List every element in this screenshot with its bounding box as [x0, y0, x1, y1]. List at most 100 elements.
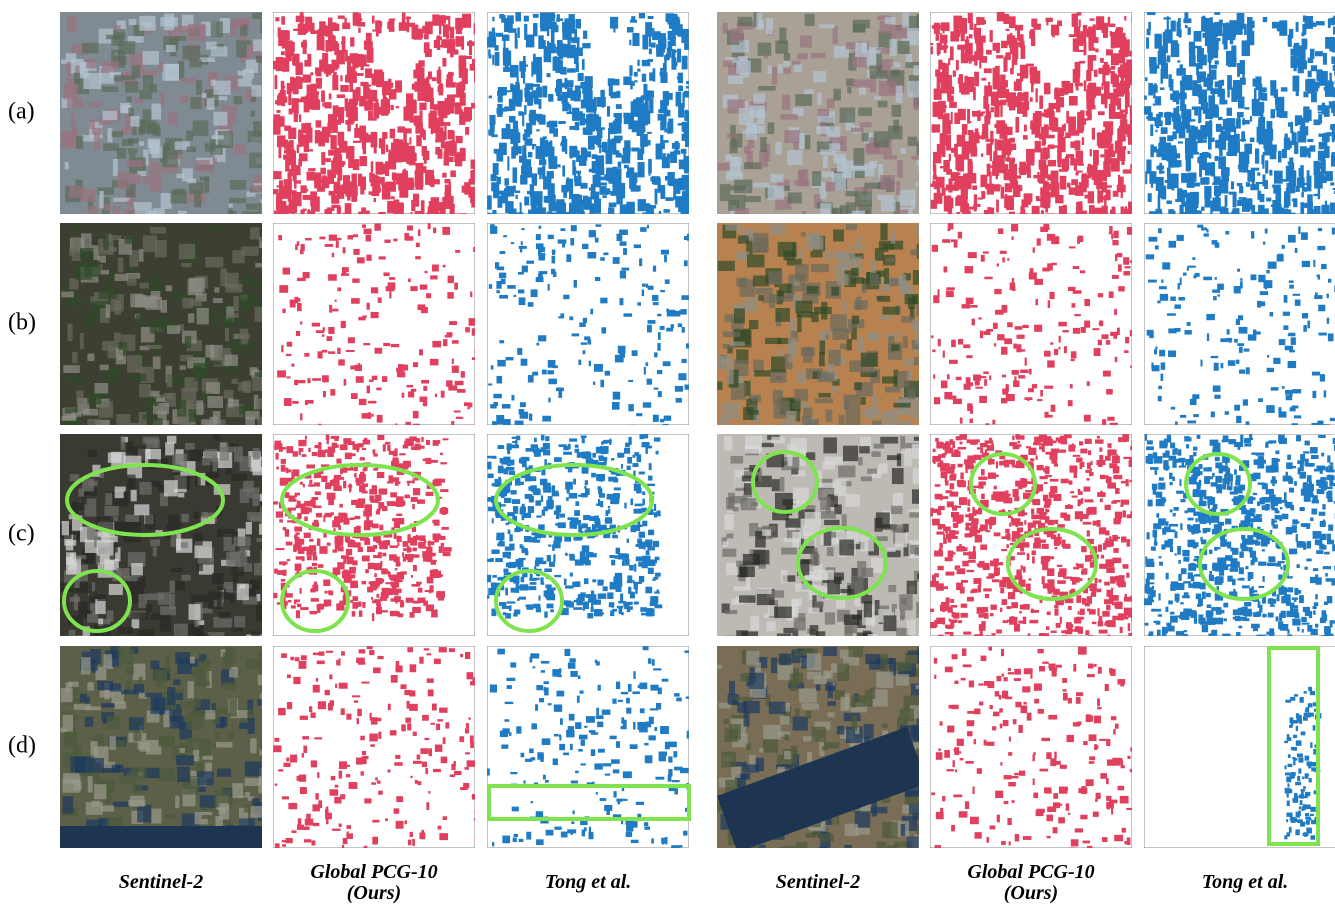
- mask-patch: [423, 386, 427, 391]
- mask-patch: [602, 195, 606, 198]
- mask-patch: [1110, 151, 1115, 157]
- mask-patch: [1155, 347, 1157, 350]
- image-patch: [189, 182, 204, 194]
- figure: (a)(b)(c)(d) Sentinel-2Global PCG-10 (Ou…: [0, 0, 1335, 908]
- image-patch: [259, 237, 268, 248]
- mask-patch: [423, 401, 427, 406]
- mask-patch: [1145, 171, 1147, 184]
- mask-patch: [1294, 142, 1298, 154]
- mask-patch: [957, 135, 966, 147]
- mask-patch: [1303, 91, 1308, 97]
- mask-patch: [1221, 171, 1223, 185]
- mask-patch: [644, 367, 646, 375]
- image-patch: [253, 39, 265, 51]
- mask-patch: [275, 75, 278, 89]
- mask-patch: [526, 261, 534, 264]
- mask-patch: [649, 91, 654, 98]
- mask-patch: [1156, 149, 1163, 157]
- mask-patch: [487, 195, 492, 209]
- mask-patch: [472, 357, 478, 360]
- mask-patch: [524, 167, 532, 178]
- mask-patch: [548, 13, 555, 22]
- mask-patch: [352, 278, 359, 282]
- mask-patch: [664, 110, 671, 117]
- mask-patch: [425, 49, 432, 57]
- mask-patch: [322, 334, 325, 336]
- mask-patch: [580, 183, 587, 189]
- mask-patch: [1331, 56, 1335, 63]
- image-patch: [105, 371, 119, 382]
- image-patch: [234, 144, 246, 153]
- mask-patch: [537, 114, 542, 123]
- mask-patch: [440, 19, 443, 22]
- image-patch: [83, 409, 99, 416]
- mask-patch: [1316, 21, 1325, 25]
- mask-patch: [1068, 287, 1076, 291]
- image-patch: [770, 223, 785, 235]
- image-patch: [247, 342, 255, 347]
- mask-patch: [1084, 120, 1087, 125]
- mask-patch: [1212, 91, 1215, 104]
- mask-patch: [1068, 116, 1076, 132]
- mask-patch: [1110, 31, 1112, 36]
- mask-patch: [503, 235, 507, 237]
- mask-patch: [1195, 201, 1198, 208]
- mask-patch: [538, 61, 541, 64]
- mask-patch: [557, 14, 560, 22]
- mask-patch: [1269, 170, 1272, 176]
- mask-patch: [665, 176, 672, 181]
- image-patch: [730, 342, 745, 346]
- mask-patch: [470, 170, 476, 181]
- mask-patch: [595, 277, 600, 281]
- mask-patch: [404, 128, 412, 133]
- image-patch: [127, 96, 132, 102]
- mask-patch: [1301, 192, 1304, 197]
- mask-patch: [658, 332, 661, 340]
- image-patch: [764, 54, 768, 58]
- mask-patch: [1017, 185, 1022, 191]
- mask-patch: [1292, 389, 1301, 393]
- mask-patch: [1132, 173, 1138, 181]
- mask-patch: [444, 148, 448, 156]
- mask-patch: [372, 16, 375, 24]
- mask-patch: [542, 86, 547, 98]
- mask-patch: [1290, 49, 1293, 55]
- mask-patch: [1010, 181, 1018, 189]
- image-patch: [214, 287, 219, 292]
- mask-patch: [322, 327, 324, 331]
- image-patch: [817, 109, 829, 116]
- mask-patch: [316, 74, 322, 77]
- mask-patch: [1260, 291, 1268, 295]
- mask-patch: [1103, 371, 1111, 377]
- mask-patch: [415, 256, 421, 259]
- mask-patch: [1076, 171, 1082, 173]
- image-patch: [779, 28, 786, 45]
- image-patch: [720, 184, 730, 201]
- mask-patch: [606, 150, 613, 164]
- image-patch: [228, 209, 232, 222]
- mask-patch: [1090, 37, 1099, 43]
- mask-patch: [1263, 17, 1267, 22]
- mask-patch: [1151, 363, 1153, 370]
- image-patch: [247, 512, 261, 520]
- image-patch: [255, 263, 264, 267]
- mask-patch: [654, 388, 659, 390]
- mask-patch: [496, 33, 503, 37]
- mask-patch: [358, 174, 362, 187]
- image-patch: [852, 211, 865, 215]
- mask-patch: [288, 42, 294, 52]
- mask-patch: [542, 416, 551, 422]
- mask-patch: [331, 436, 339, 439]
- mask-patch: [1231, 181, 1234, 189]
- image-patch: [205, 143, 215, 151]
- mask-patch: [359, 610, 362, 616]
- mask-patch: [409, 137, 411, 144]
- mask-patch: [560, 70, 567, 75]
- mask-patch: [578, 73, 584, 81]
- mask-patch: [556, 388, 564, 392]
- mask-patch: [552, 256, 556, 264]
- mask-patch: [511, 66, 516, 74]
- mask-patch: [1203, 277, 1212, 281]
- mask-patch: [1200, 157, 1206, 170]
- mask-patch: [530, 184, 534, 197]
